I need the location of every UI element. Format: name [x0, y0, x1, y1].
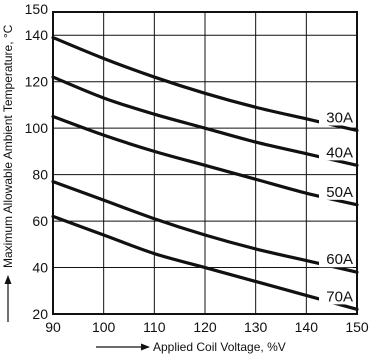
- series-line-50a: [51, 114, 359, 207]
- series-label-bg-60a: [319, 250, 353, 268]
- x-tick-label-140: 140: [295, 319, 319, 335]
- series-label-bg-70a: [319, 287, 353, 305]
- series-label-bg-50a: [319, 182, 353, 200]
- y-tick-label-60: 60: [32, 213, 48, 229]
- series-line-30a: [51, 35, 359, 133]
- y-tick-label-100: 100: [25, 120, 49, 136]
- x-arrow-head: [141, 343, 150, 351]
- series-labels: 30A 40A 50A 60A 70A: [319, 108, 353, 305]
- y-tick-label-120: 120: [25, 74, 49, 90]
- x-tick-label-130: 130: [244, 319, 268, 335]
- x-tick-label-110: 110: [143, 319, 166, 335]
- plot-frame: [52, 11, 358, 315]
- series-label-bg-30a: [319, 108, 353, 126]
- x-tick-label-90: 90: [45, 319, 61, 335]
- x-tick-label-150: 150: [345, 319, 369, 335]
- y-tick-label-150: 150: [25, 1, 49, 17]
- y-axis-label: Maximum Allowable Ambient Temperature, °…: [1, 24, 15, 268]
- y-tick-label-40: 40: [32, 260, 48, 276]
- series-line-40a: [51, 75, 359, 167]
- axis-labels: Applied Coil Voltage, %V Maximum Allowab…: [1, 24, 286, 354]
- y-tick-label-20: 20: [32, 306, 48, 322]
- series-label-40a: 40A: [326, 144, 353, 161]
- y-axis-arrow: [4, 275, 12, 322]
- series-label-30a: 30A: [326, 109, 353, 126]
- x-axis-arrow: [96, 343, 150, 351]
- series-label-50a: 50A: [326, 184, 353, 201]
- x-tick-label-100: 100: [92, 319, 116, 335]
- series-label-70a: 70A: [326, 288, 353, 305]
- y-arrow-head: [4, 275, 12, 284]
- tick-labels: 90 100 110 120 130 140 150 20 40 60 80 100 120 140 150: [25, 1, 369, 335]
- y-tick-label-140: 140: [25, 27, 49, 43]
- series-label-60a: 60A: [326, 251, 353, 268]
- series-label-bg-40a: [319, 143, 353, 161]
- series-line-60a: [51, 179, 359, 274]
- x-axis-label: Applied Coil Voltage, %V: [153, 340, 286, 354]
- y-tick-label-80: 80: [32, 167, 48, 183]
- series-line-70a: [51, 214, 359, 311]
- x-tick-label-120: 120: [193, 319, 217, 335]
- series-lines: [51, 35, 359, 311]
